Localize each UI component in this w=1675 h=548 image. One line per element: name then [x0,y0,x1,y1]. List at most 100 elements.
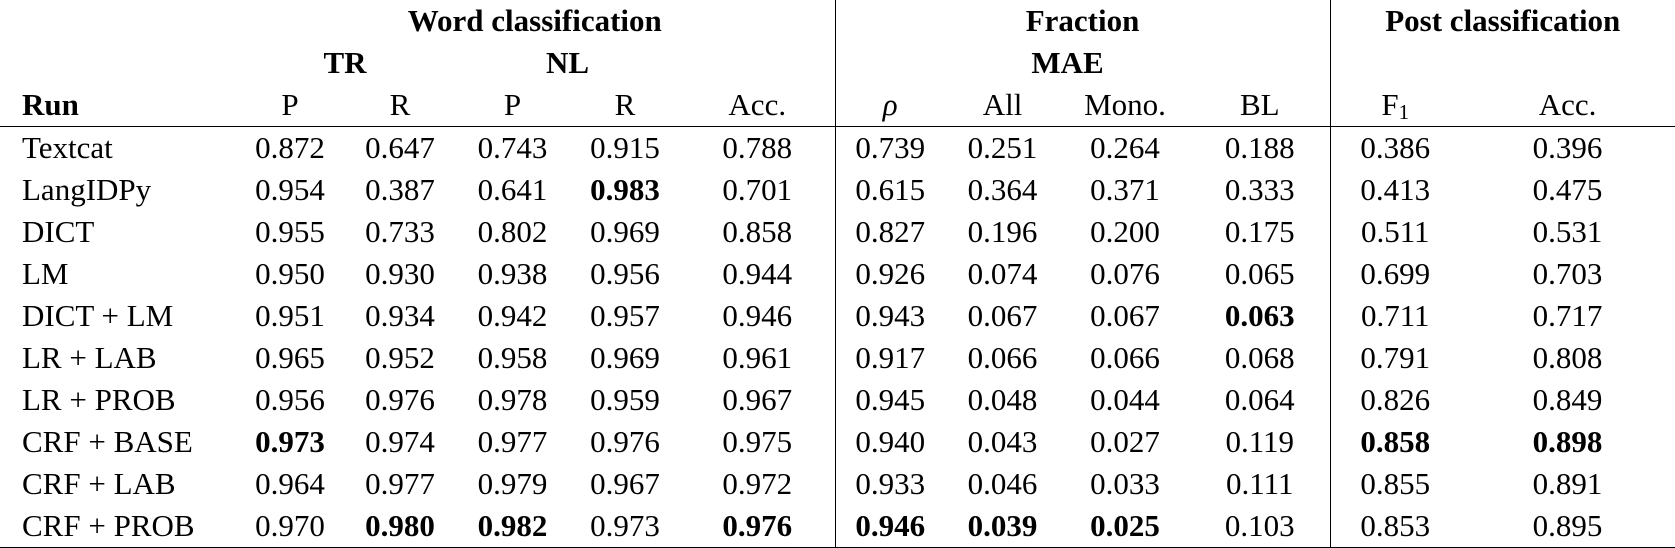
value-cell: 0.977 [365,466,435,501]
value-cell: 0.956 [590,256,660,291]
value-cell: 0.615 [855,172,926,207]
value-cell: 0.043 [967,424,1038,459]
value-cell: 0.917 [855,340,926,375]
group-post-classification: Post classification [1385,3,1621,38]
value-cell: 0.858 [680,211,836,253]
subgroup-tr: TR [323,45,367,80]
value-cell: 0.942 [477,298,548,333]
value-cell: 0.956 [255,382,325,417]
value-cell: 0.950 [255,256,325,291]
value-cell: 0.964 [255,466,325,501]
run-name-cell: DICT [22,214,95,249]
group-fraction: Fraction [835,0,1331,42]
value-cell: 0.938 [477,256,548,291]
value-cell: 0.103 [1190,505,1331,548]
value-cell: 0.111 [1190,463,1331,505]
header-row-columns: Run P R P R Acc. ρ All Mono. BL F1 Acc. [0,84,1675,127]
value-cell: 0.872 [255,130,325,165]
value-cell: 0.511 [1360,214,1430,249]
value-cell: 0.965 [255,340,325,375]
value-cell: 0.946 [680,295,836,337]
value-cell: 0.027 [1090,424,1160,459]
value-cell: 0.196 [967,214,1038,249]
value-cell: 0.934 [365,298,435,333]
value-cell: 0.701 [680,169,836,211]
table-row: DICT + LM 0.951 0.934 0.942 0.957 0.946 0.943 0… [0,295,1675,337]
value-cell: 0.039 [945,505,1060,548]
table-row: Textcat 0.872 0.647 0.743 0.915 0.788 0.739 0.2… [0,126,1675,169]
value-cell: 0.364 [967,172,1038,207]
run-name-cell: DICT + LM [22,298,174,333]
value-cell: 0.063 [1190,295,1331,337]
col-header-mae-bl: BL [1190,84,1331,127]
value-cell: 0.371 [1090,172,1160,207]
value-cell: 0.944 [680,253,836,295]
value-cell: 0.858 [1360,424,1431,459]
value-cell: 0.855 [1360,466,1431,501]
value-cell: 0.791 [1360,340,1431,375]
value-cell: 0.895 [1460,505,1675,548]
run-name-cell: Textcat [22,130,113,165]
value-cell: 0.396 [1532,130,1603,165]
col-header-nl-r: R [570,84,680,127]
value-cell: 0.849 [1532,382,1603,417]
col-header-tr-p: P [235,84,345,127]
value-cell: 0.025 [1060,505,1190,548]
run-name-cell: LM [22,256,69,291]
value-cell: 0.926 [855,256,926,291]
value-cell: 0.898 [1532,424,1603,459]
value-cell: 0.976 [590,424,660,459]
value-cell: 0.717 [1532,298,1603,333]
value-cell: 0.699 [1360,256,1431,291]
value-cell: 0.979 [477,466,548,501]
value-cell: 0.531 [1532,214,1603,249]
value-cell: 0.915 [590,130,660,165]
group-word-classification: Word classification [235,0,836,42]
value-cell: 0.808 [1532,340,1603,375]
value-cell: 0.959 [590,382,660,417]
value-cell: 0.974 [365,424,435,459]
value-cell: 0.641 [477,172,548,207]
value-cell: 0.046 [967,466,1038,501]
value-cell: 0.969 [590,214,660,249]
run-name-cell: LR + PROB [22,382,176,417]
value-cell: 0.048 [967,382,1038,417]
value-cell: 0.743 [477,130,548,165]
value-cell: 0.972 [680,463,836,505]
run-name-cell: CRF + LAB [22,466,176,501]
value-cell: 0.977 [477,424,548,459]
value-cell: 0.387 [365,172,435,207]
header-row-subgroups: TR NL MAE [0,42,1675,84]
value-cell: 0.975 [680,421,836,463]
value-cell: 0.983 [590,172,660,207]
value-cell: 0.943 [855,298,926,333]
col-header-word-acc: Acc. [680,84,836,127]
value-cell: 0.961 [680,337,836,379]
value-cell: 0.711 [1360,298,1430,333]
value-cell: 0.973 [570,505,680,548]
col-header-mae-mono: Mono. [1060,84,1190,127]
value-cell: 0.980 [345,505,455,548]
run-name-cell: CRF + BASE [22,424,193,459]
value-cell: 0.065 [1190,253,1331,295]
table-row: LM 0.950 0.930 0.938 0.956 0.944 0.926 0.074 0.0… [0,253,1675,295]
value-cell: 0.066 [1090,340,1160,375]
col-header-nl-p: P [455,84,570,127]
value-cell: 0.940 [855,424,926,459]
col-header-f1: F1 [1330,84,1461,127]
value-cell: 0.967 [680,379,836,421]
results-table-body: Textcat 0.872 0.647 0.743 0.915 0.788 0.739 0.2… [0,126,1675,548]
value-cell: 0.933 [855,466,926,501]
value-cell: 0.957 [590,298,660,333]
col-header-tr-r: R [345,84,455,127]
value-cell: 0.067 [967,298,1038,333]
value-cell: 0.982 [455,505,570,548]
value-cell: 0.967 [590,466,660,501]
table-row: LR + LAB 0.965 0.952 0.958 0.969 0.961 0.917 0.… [0,337,1675,379]
value-cell: 0.954 [255,172,325,207]
run-name-cell: LangIDPy [22,172,152,207]
value-cell: 0.068 [1190,337,1331,379]
value-cell: 0.175 [1190,211,1331,253]
